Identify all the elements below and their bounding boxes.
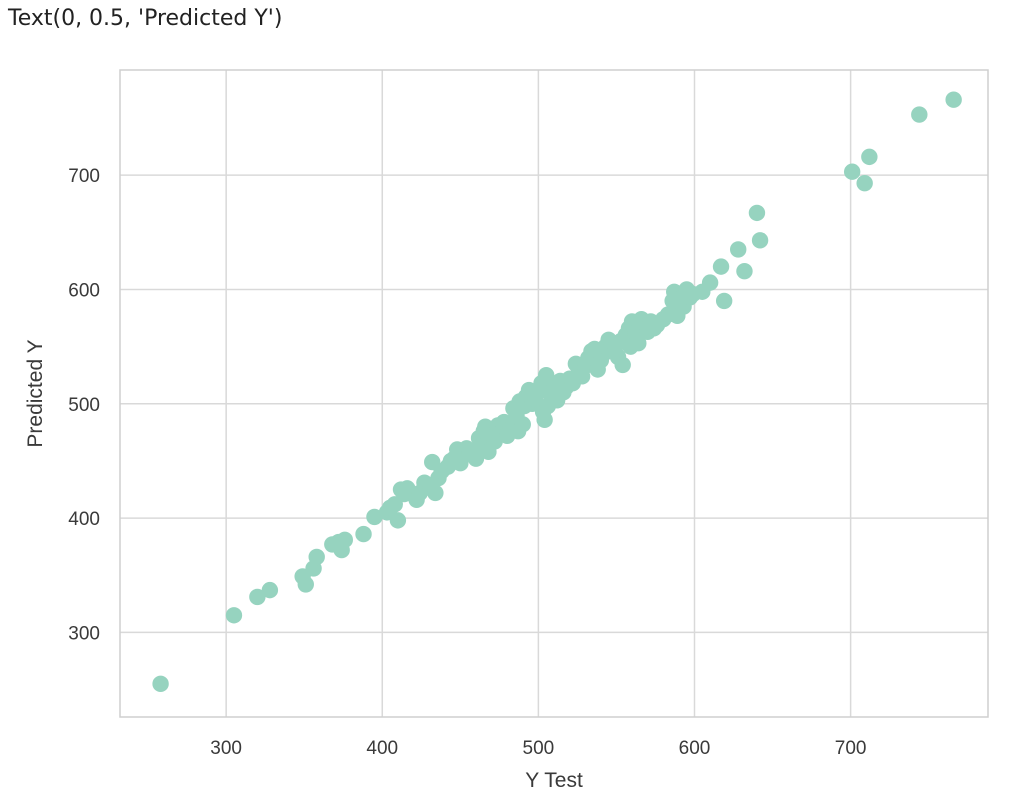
scatter-point: [751, 232, 769, 249]
scatter-point: [856, 174, 873, 192]
scatter-point: [730, 241, 747, 258]
scatter-point: [614, 356, 631, 374]
scatter-point: [225, 607, 243, 624]
x-tick-label: 400: [366, 738, 398, 759]
y-tick-label: 700: [68, 166, 100, 187]
scatter-point: [843, 163, 861, 180]
scatter-point: [911, 106, 928, 123]
cell-output-text: Text(0, 0.5, 'Predicted Y'): [8, 6, 283, 31]
scatter-point: [630, 335, 647, 352]
x-tick-label: 600: [679, 738, 711, 759]
scatter-point: [261, 581, 279, 599]
scatter-point: [467, 450, 485, 467]
scatter-point: [399, 480, 416, 497]
scatter-point: [427, 484, 444, 502]
scatter-point: [336, 531, 354, 549]
scatter-point: [536, 411, 553, 428]
x-axis-title: Y Test: [525, 769, 583, 792]
scatter-point: [514, 416, 531, 433]
scatter-point: [748, 204, 766, 222]
plot-area-frame: [119, 69, 989, 718]
scatter-point: [715, 292, 733, 310]
tick-labels: 300 400 500 600 700 300 400 500 600 700: [68, 166, 866, 759]
y-tick-label: 500: [68, 395, 100, 416]
scatter-point: [249, 588, 266, 606]
scatter-point: [308, 548, 325, 566]
scatter-point: [701, 274, 719, 291]
y-tick-label: 300: [68, 623, 100, 644]
scatter-point: [152, 675, 169, 693]
x-tick-label: 500: [523, 738, 555, 759]
scatter-point: [389, 512, 407, 529]
scatter-point: [297, 576, 314, 593]
y-tick-label: 600: [68, 280, 100, 301]
scatter-point: [861, 148, 878, 166]
y-tick-label: 400: [68, 509, 100, 530]
scatter-point: [537, 367, 555, 384]
scatter-point: [712, 258, 730, 275]
grid-lines: [120, 70, 988, 717]
scatter-point: [736, 262, 753, 280]
scatter-point: [366, 508, 383, 526]
x-tick-label: 700: [835, 738, 867, 759]
scatter-point: [355, 525, 372, 543]
y-axis-title: Predicted Y: [24, 339, 47, 447]
scatter-point: [945, 91, 962, 108]
data-points: [152, 91, 962, 693]
x-tick-label: 300: [210, 738, 242, 759]
